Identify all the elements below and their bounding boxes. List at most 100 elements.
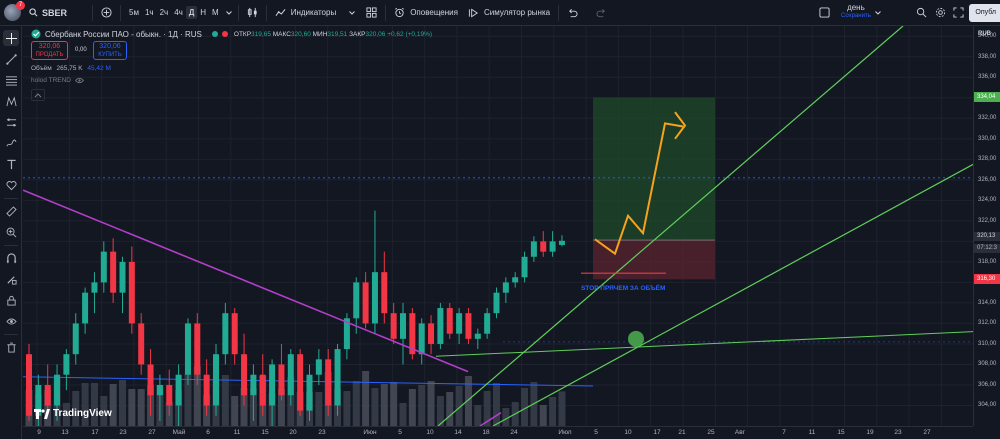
forecast-tool[interactable] <box>3 114 19 130</box>
time-tick: 23 <box>894 429 902 436</box>
candle-body <box>147 364 154 396</box>
candle-body <box>278 364 285 396</box>
interval-4h[interactable]: 4ч <box>174 8 183 17</box>
volume-bar <box>315 392 323 426</box>
price-chart[interactable] <box>23 26 973 426</box>
time-tick: 11 <box>808 429 816 436</box>
drawing-toolbar <box>0 26 22 439</box>
text-tool[interactable] <box>3 156 19 172</box>
interval-5m[interactable]: 5м <box>129 8 139 17</box>
candle-body <box>409 313 416 355</box>
zoom-tool[interactable] <box>3 224 19 240</box>
fib-tool[interactable] <box>3 72 19 88</box>
replay-label: Симулятор рынка <box>483 8 551 17</box>
volume-ma-value: 45,42 M <box>87 65 111 72</box>
alerts-button[interactable]: Оповещения <box>389 0 463 26</box>
interval-week[interactable]: Н <box>200 8 207 17</box>
collapse-legend-button[interactable] <box>31 89 45 101</box>
chart-pane[interactable] <box>23 26 973 426</box>
magnet-tool[interactable] <box>3 250 19 266</box>
candle-body <box>231 313 238 355</box>
divider <box>385 4 387 21</box>
grid <box>23 26 973 426</box>
interval-2h[interactable]: 2ч <box>159 8 169 17</box>
compare-button[interactable] <box>96 0 117 26</box>
user-avatar[interactable]: 7 <box>4 1 25 21</box>
time-tick: 10 <box>624 429 632 436</box>
redo-button[interactable] <box>591 0 612 26</box>
lock-drawings-tool[interactable] <box>3 292 19 308</box>
symbol-search[interactable]: SBER <box>21 0 72 26</box>
candle-body <box>213 354 219 406</box>
icons-tool[interactable] <box>3 177 19 193</box>
publish-button[interactable]: Опубл <box>969 4 1000 22</box>
crosshair-tool[interactable] <box>3 30 19 46</box>
fullscreen-button[interactable] <box>948 0 969 26</box>
stop-annotation[interactable]: STOP ПРЯЧЕМ ЗА ОБЪЁМ <box>581 285 666 292</box>
buy-button[interactable]: 320,06 КУПИТЬ <box>93 41 127 60</box>
time-tick: Июн <box>363 429 377 436</box>
candle-body <box>166 384 173 406</box>
trend-line-icon <box>5 53 17 65</box>
candle-body <box>54 374 61 406</box>
symbol-title[interactable]: Сбербанк России ПАО - обыкн. · 1Д · RUS <box>45 29 202 39</box>
volume-bar <box>81 383 89 426</box>
indicator-legend[interactable]: holod TREND <box>31 77 84 84</box>
chevron-up-icon <box>34 93 42 98</box>
interval-day[interactable]: Д <box>185 6 198 19</box>
volume-bar <box>418 385 426 426</box>
candle-body <box>35 384 42 416</box>
sell-price: 320,06 <box>38 43 61 50</box>
chart-legend: Сбербанк России ПАО - обыкн. · 1Д · RUS … <box>31 28 432 101</box>
layout-toggle[interactable] <box>814 0 835 26</box>
time-tick: 15 <box>261 429 269 436</box>
templates-button[interactable] <box>361 0 382 26</box>
brush-tool[interactable] <box>3 135 19 151</box>
volume-legend[interactable]: Объём 265,75 K 45,42 M <box>31 65 111 72</box>
high-value: 320,60 <box>290 30 311 38</box>
replay-button[interactable]: Симулятор рынка <box>463 0 555 26</box>
trend-line-tool[interactable] <box>3 51 19 67</box>
eye-icon <box>5 318 17 324</box>
time-tick: 14 <box>454 429 462 436</box>
candle-body <box>446 308 453 334</box>
pattern-tool[interactable] <box>3 93 19 109</box>
candle-body <box>418 323 425 355</box>
volume-value: 265,75 K <box>56 65 83 72</box>
layout-save[interactable]: день Сохранить <box>836 3 876 23</box>
candle-body <box>110 251 117 293</box>
currency-label[interactable]: RUB <box>978 31 991 37</box>
settings-button[interactable] <box>930 0 951 26</box>
ruler-tool[interactable] <box>3 203 19 219</box>
chevron-down-icon[interactable] <box>225 9 233 17</box>
toolbar-divider <box>4 198 18 199</box>
sell-button[interactable]: 320,06 ПРОДАТЬ <box>31 41 68 60</box>
zoom-in-icon <box>6 227 16 237</box>
volume-bar <box>558 391 566 426</box>
candle-body <box>82 292 89 324</box>
candle-body <box>259 374 266 406</box>
drawings[interactable] <box>23 26 973 426</box>
interval-month[interactable]: М <box>212 8 219 17</box>
time-tick: 15 <box>837 429 845 436</box>
price-tick: 328,00 <box>978 156 997 163</box>
time-axis[interactable]: 9 13 17 23 27 Май 6 11 15 20 23 Июн 5 10 14 18 24 Июл 5 10 1… <box>23 426 973 439</box>
quick-search-button[interactable] <box>911 0 932 26</box>
crosshair-icon <box>5 32 17 44</box>
pencil-lock-icon <box>6 275 17 285</box>
candle-body <box>371 272 378 324</box>
tradingview-logo[interactable]: TradingView <box>34 408 112 419</box>
candle-body <box>437 308 444 344</box>
layout-menu[interactable] <box>869 0 887 26</box>
eye-icon[interactable] <box>74 77 84 84</box>
hide-drawings-tool[interactable] <box>3 313 19 329</box>
chart-type-button[interactable] <box>242 0 263 26</box>
interval-1h[interactable]: 1ч <box>144 8 154 17</box>
undo-button[interactable] <box>562 0 583 26</box>
stay-in-drawing-tool[interactable] <box>3 271 19 287</box>
price-axis[interactable]: RUB 340,00338,00336,00334,00332,00330,00… <box>973 26 1000 426</box>
ruler-icon <box>5 205 17 217</box>
remove-drawings-tool[interactable] <box>3 339 19 355</box>
indicators-button[interactable]: Индикаторы <box>270 0 361 26</box>
volume-bar <box>277 389 285 426</box>
